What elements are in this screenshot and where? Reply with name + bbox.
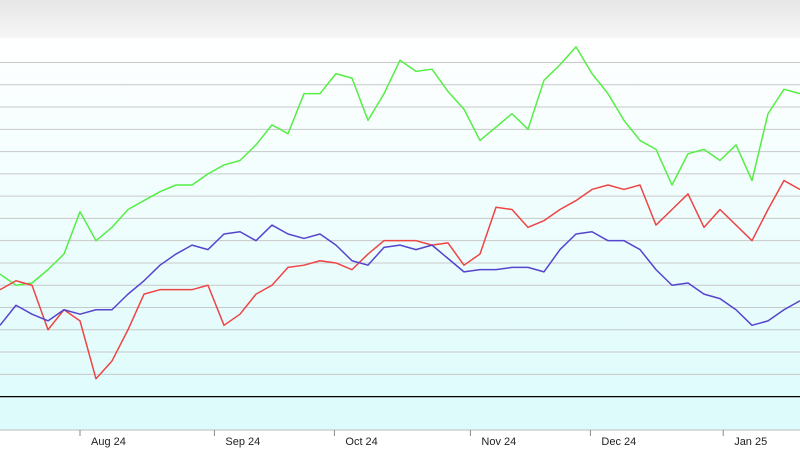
plot-area	[0, 38, 800, 430]
series-line	[0, 179, 800, 380]
series-line	[0, 46, 800, 286]
x-tick-label: Jan 25	[734, 436, 767, 448]
header-bar	[0, 0, 800, 38]
x-tick-label: Aug 24	[91, 436, 126, 448]
x-tick-label: Nov 24	[481, 436, 516, 448]
x-tick-label: Sep 24	[225, 436, 260, 448]
series-line	[0, 224, 800, 327]
x-tick-label: Oct 24	[345, 436, 377, 448]
x-tick-label: Dec 24	[601, 436, 636, 448]
